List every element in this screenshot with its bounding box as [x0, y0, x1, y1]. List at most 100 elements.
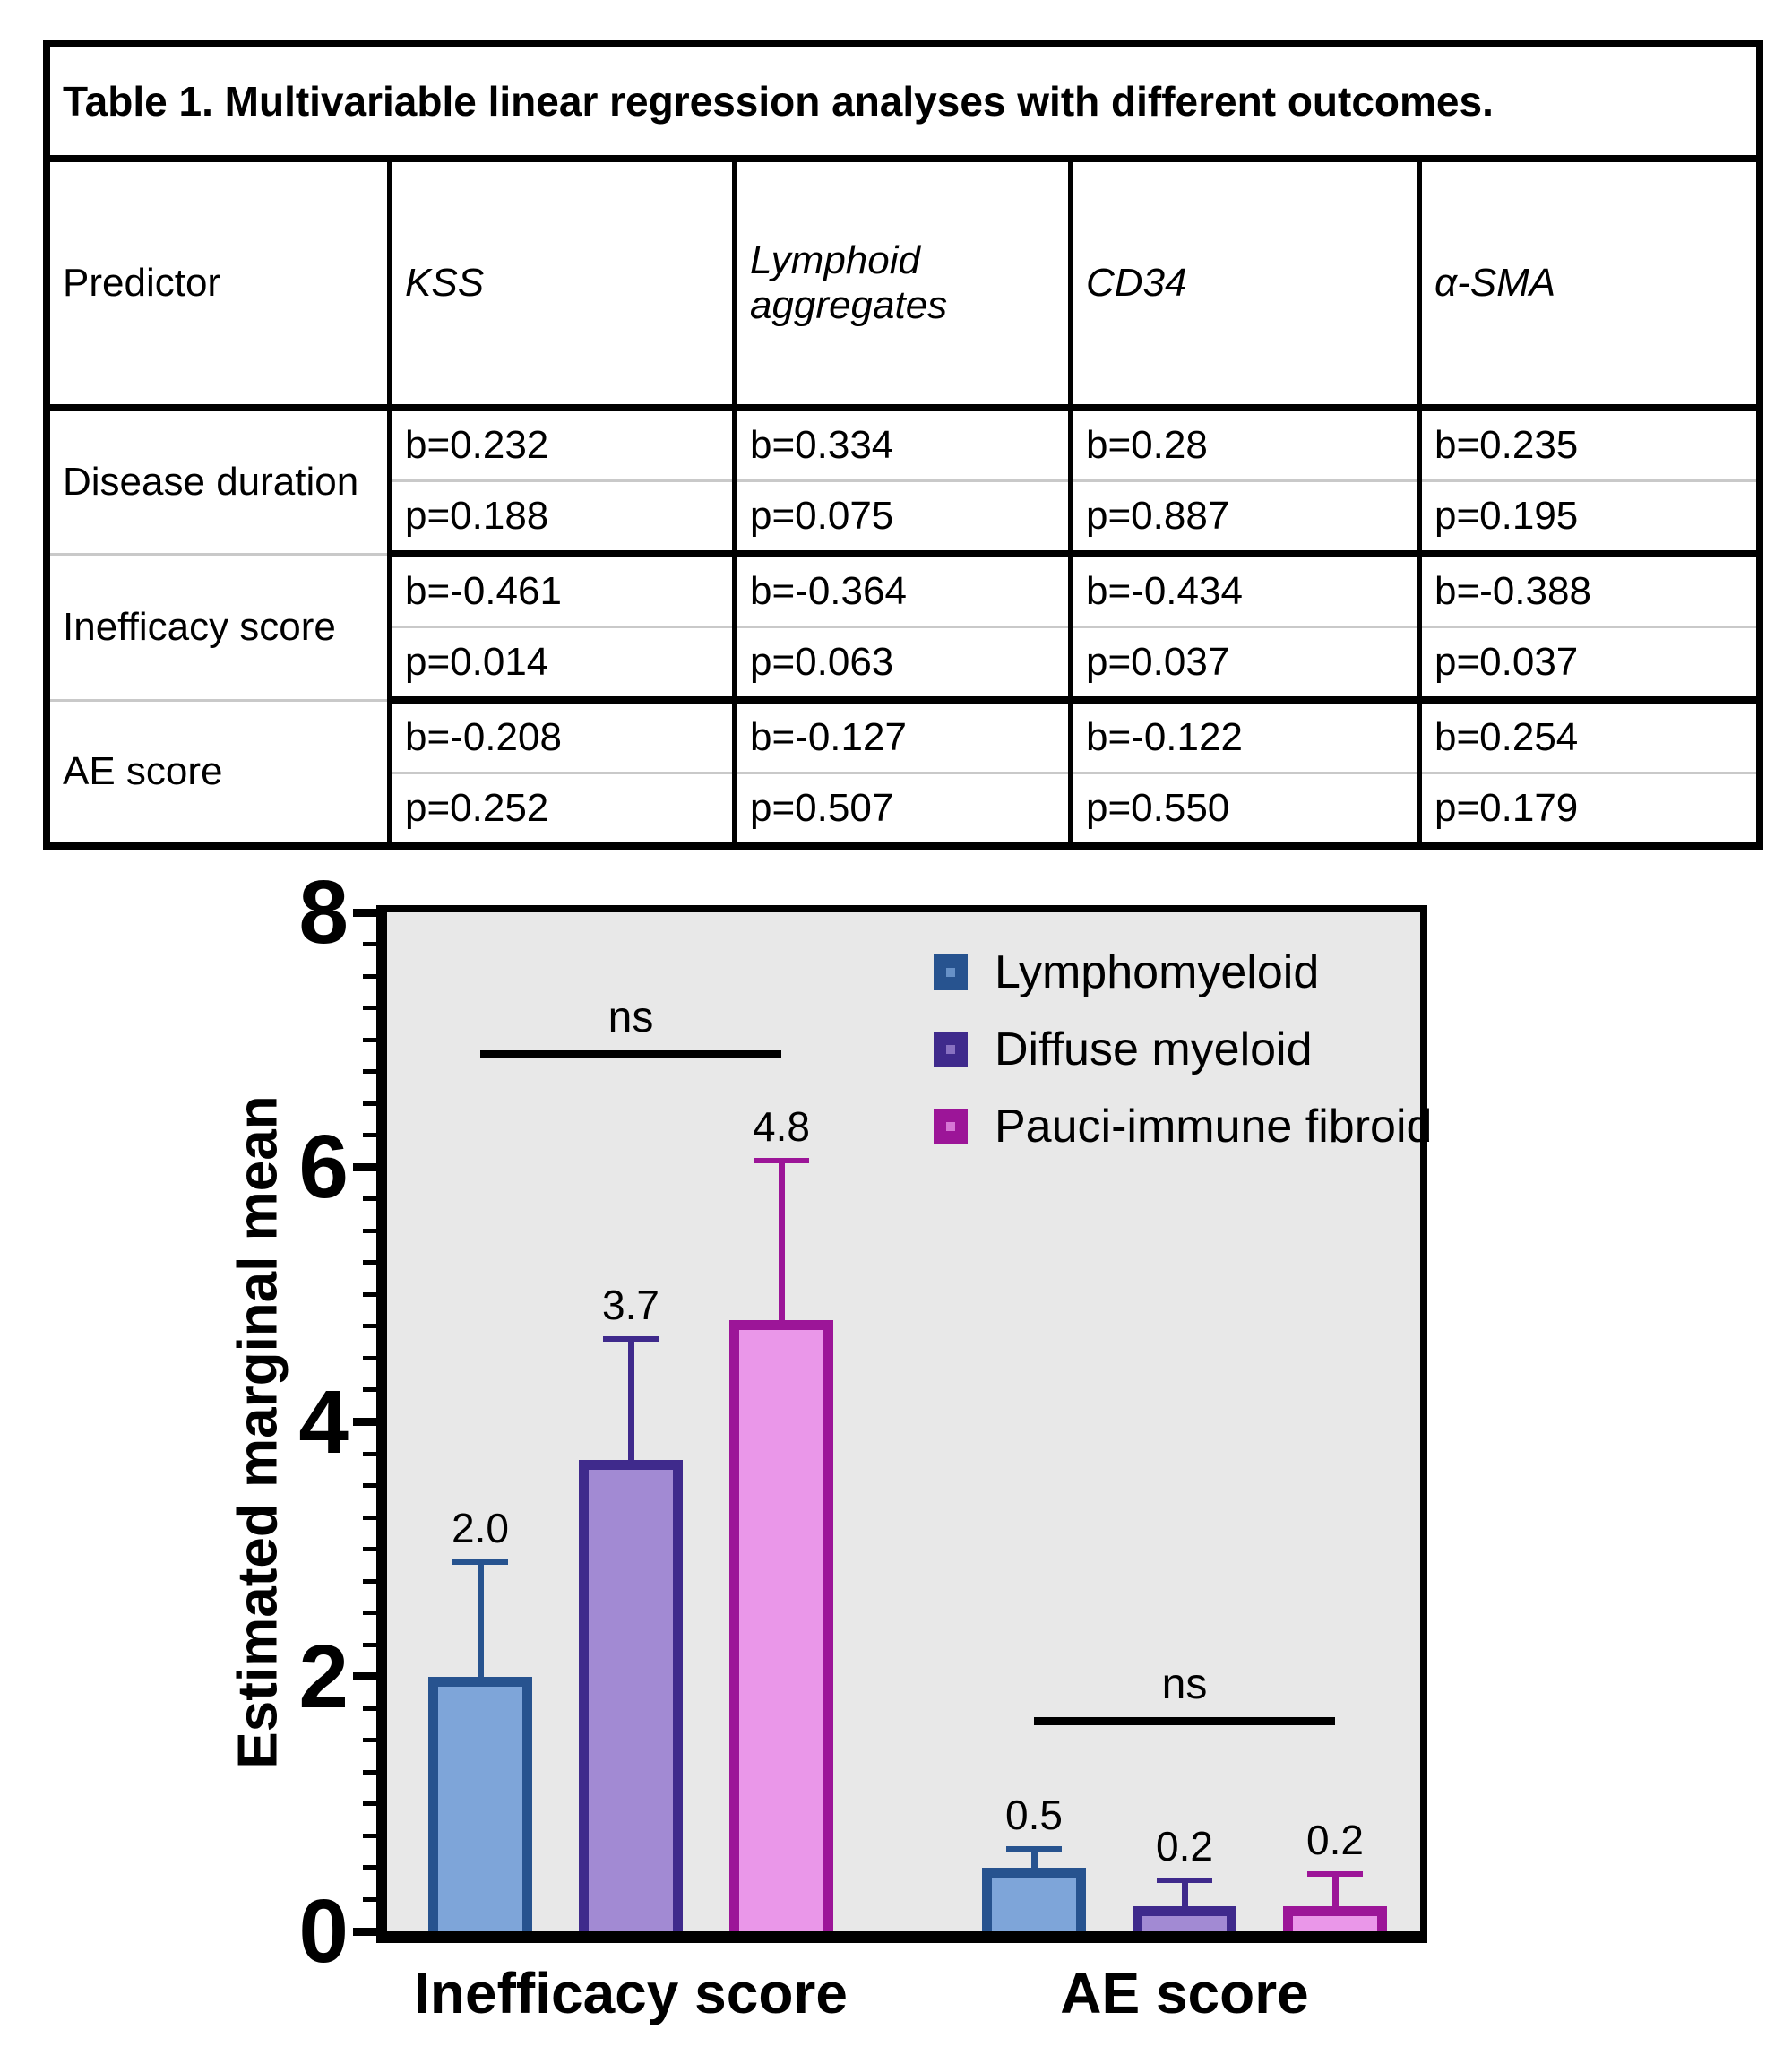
table-header-row: Predictor KSS Lymphoid aggregates CD34 α… — [44, 159, 1763, 411]
y-minor-tick — [363, 1706, 376, 1711]
significance-label: ns — [607, 994, 654, 1042]
cell-b: b=0.235 — [1416, 408, 1763, 482]
row-label-disease-duration: Disease duration — [44, 408, 392, 556]
y-minor-tick — [363, 1865, 376, 1870]
error-bar-cap — [452, 1559, 508, 1565]
header-a-sma: α-SMA — [1416, 159, 1763, 411]
legend-label: Lymphomyeloid — [995, 946, 1320, 998]
legend-item-lymphomyeloid: Lymphomyeloid — [934, 948, 1432, 997]
bar-value-label: 4.8 — [753, 1103, 810, 1151]
table-row: Disease duration b=0.232 b=0.334 b=0.28 … — [44, 408, 1763, 556]
bar-diffuse-myeloid — [1133, 1905, 1236, 1931]
cell-p: p=0.037 — [1068, 626, 1422, 704]
y-minor-tick — [363, 1578, 376, 1584]
y-tick-label: 2 — [298, 1626, 349, 1727]
plot-area: 0 2 4 6 8 2.0 3.7 4.8 Inefficacy score 0.5 0.2 0.2 A… — [298, 868, 1427, 2025]
row-label-inefficacy-score: Inefficacy score — [44, 554, 392, 702]
cell-b: b=-0.208 — [387, 700, 737, 774]
cell-p: p=0.179 — [1416, 773, 1763, 850]
bar-lymphomyeloid — [982, 1867, 1086, 1931]
table-title: Table 1. Multivariable linear regression… — [43, 44, 1763, 162]
y-minor-tick — [363, 1769, 376, 1775]
cell-b: b=0.254 — [1416, 700, 1763, 774]
error-bar — [778, 1161, 785, 1334]
y-minor-tick — [363, 1896, 376, 1902]
y-minor-tick — [363, 1133, 376, 1138]
error-bar-cap — [1307, 1871, 1363, 1878]
cell-p: p=0.014 — [387, 626, 737, 704]
y-minor-tick — [363, 973, 376, 979]
cell-b: b=0.232 — [387, 408, 737, 482]
y-major-tick — [353, 1927, 376, 1936]
y-minor-tick — [363, 1833, 376, 1838]
legend-swatch-pauci-immune-fibroid — [934, 1109, 968, 1144]
y-minor-tick — [363, 1801, 376, 1807]
y-minor-tick — [363, 1483, 376, 1489]
error-bar-cap — [603, 1336, 659, 1343]
x-category-label: Inefficacy score — [414, 1961, 848, 2025]
bar-value-label: 2.0 — [452, 1504, 509, 1551]
y-minor-tick — [363, 1291, 376, 1297]
cell-p: p=0.075 — [732, 480, 1073, 557]
y-minor-tick — [363, 1451, 376, 1456]
y-major-tick — [353, 908, 376, 917]
bar-value-label: 0.2 — [1156, 1823, 1213, 1870]
cell-p: p=0.195 — [1416, 480, 1763, 557]
y-minor-tick — [363, 1196, 376, 1202]
legend-label: Pauci-immune fibroid — [995, 1101, 1433, 1153]
cell-p: p=0.063 — [732, 626, 1073, 704]
significance-line — [480, 1050, 781, 1059]
y-major-tick — [353, 1672, 376, 1681]
table-title-row: Table 1. Multivariable linear regression… — [43, 44, 1763, 162]
y-minor-tick — [363, 1228, 376, 1233]
cell-p: p=0.252 — [387, 773, 737, 850]
cell-b: b=-0.122 — [1068, 700, 1422, 774]
error-bar-cap — [1157, 1878, 1212, 1884]
legend-label: Diffuse myeloid — [995, 1023, 1313, 1075]
cell-p: p=0.887 — [1068, 480, 1422, 557]
legend: Lymphomyeloid Diffuse myeloid Pauci-immu… — [934, 948, 1432, 1179]
cell-p: p=0.188 — [387, 480, 737, 557]
error-bar — [1181, 1880, 1188, 1921]
y-minor-tick — [363, 1611, 376, 1616]
legend-item-pauci-immune-fibroid: Pauci-immune fibroid — [934, 1102, 1432, 1151]
bar-value-label: 3.7 — [602, 1282, 659, 1329]
cell-p: p=0.507 — [732, 773, 1073, 850]
y-tick-label: 4 — [298, 1371, 349, 1472]
y-minor-tick — [363, 1738, 376, 1743]
table-row: p=0.014 p=0.063 p=0.037 p=0.037 — [47, 626, 1763, 704]
bar-value-label: 0.5 — [1005, 1791, 1063, 1838]
error-bar — [627, 1339, 634, 1475]
header-cd34: CD34 — [1068, 159, 1422, 411]
bar-lymphomyeloid — [428, 1676, 532, 1931]
bar-value-label: 0.2 — [1306, 1817, 1364, 1864]
cell-b: b=-0.461 — [387, 554, 737, 628]
y-minor-tick — [363, 1324, 376, 1329]
error-bar — [477, 1561, 484, 1691]
cell-b: b=-0.127 — [732, 700, 1073, 774]
y-minor-tick — [363, 1260, 376, 1265]
y-minor-tick — [363, 1355, 376, 1360]
y-minor-tick — [363, 942, 376, 947]
cell-b: b=-0.388 — [1416, 554, 1763, 628]
y-tick-label: 0 — [298, 1881, 349, 1982]
table-row: p=0.188 p=0.075 p=0.887 p=0.195 — [47, 480, 1763, 557]
y-minor-tick — [363, 1387, 376, 1393]
header-lymphoid-aggregates: Lymphoid aggregates — [732, 159, 1073, 411]
significance-line — [1034, 1716, 1335, 1725]
cell-b: b=-0.434 — [1068, 554, 1422, 628]
significance-label: ns — [1161, 1660, 1208, 1708]
y-minor-tick — [363, 1069, 376, 1075]
error-bar — [1030, 1848, 1038, 1882]
y-minor-tick — [363, 1037, 376, 1042]
legend-swatch-diffuse-myeloid — [934, 1032, 968, 1067]
header-predictor: Predictor — [44, 159, 392, 411]
bar-pauci-immune-fibroid — [1283, 1905, 1387, 1931]
cell-p: p=0.037 — [1416, 626, 1763, 704]
y-minor-tick — [363, 1547, 376, 1552]
error-bar-cap — [754, 1158, 809, 1164]
regression-table: Table 1. Multivariable linear regression… — [43, 40, 1764, 850]
y-minor-tick — [363, 1642, 376, 1647]
y-minor-tick — [363, 1006, 376, 1011]
y-minor-tick — [363, 1515, 376, 1520]
